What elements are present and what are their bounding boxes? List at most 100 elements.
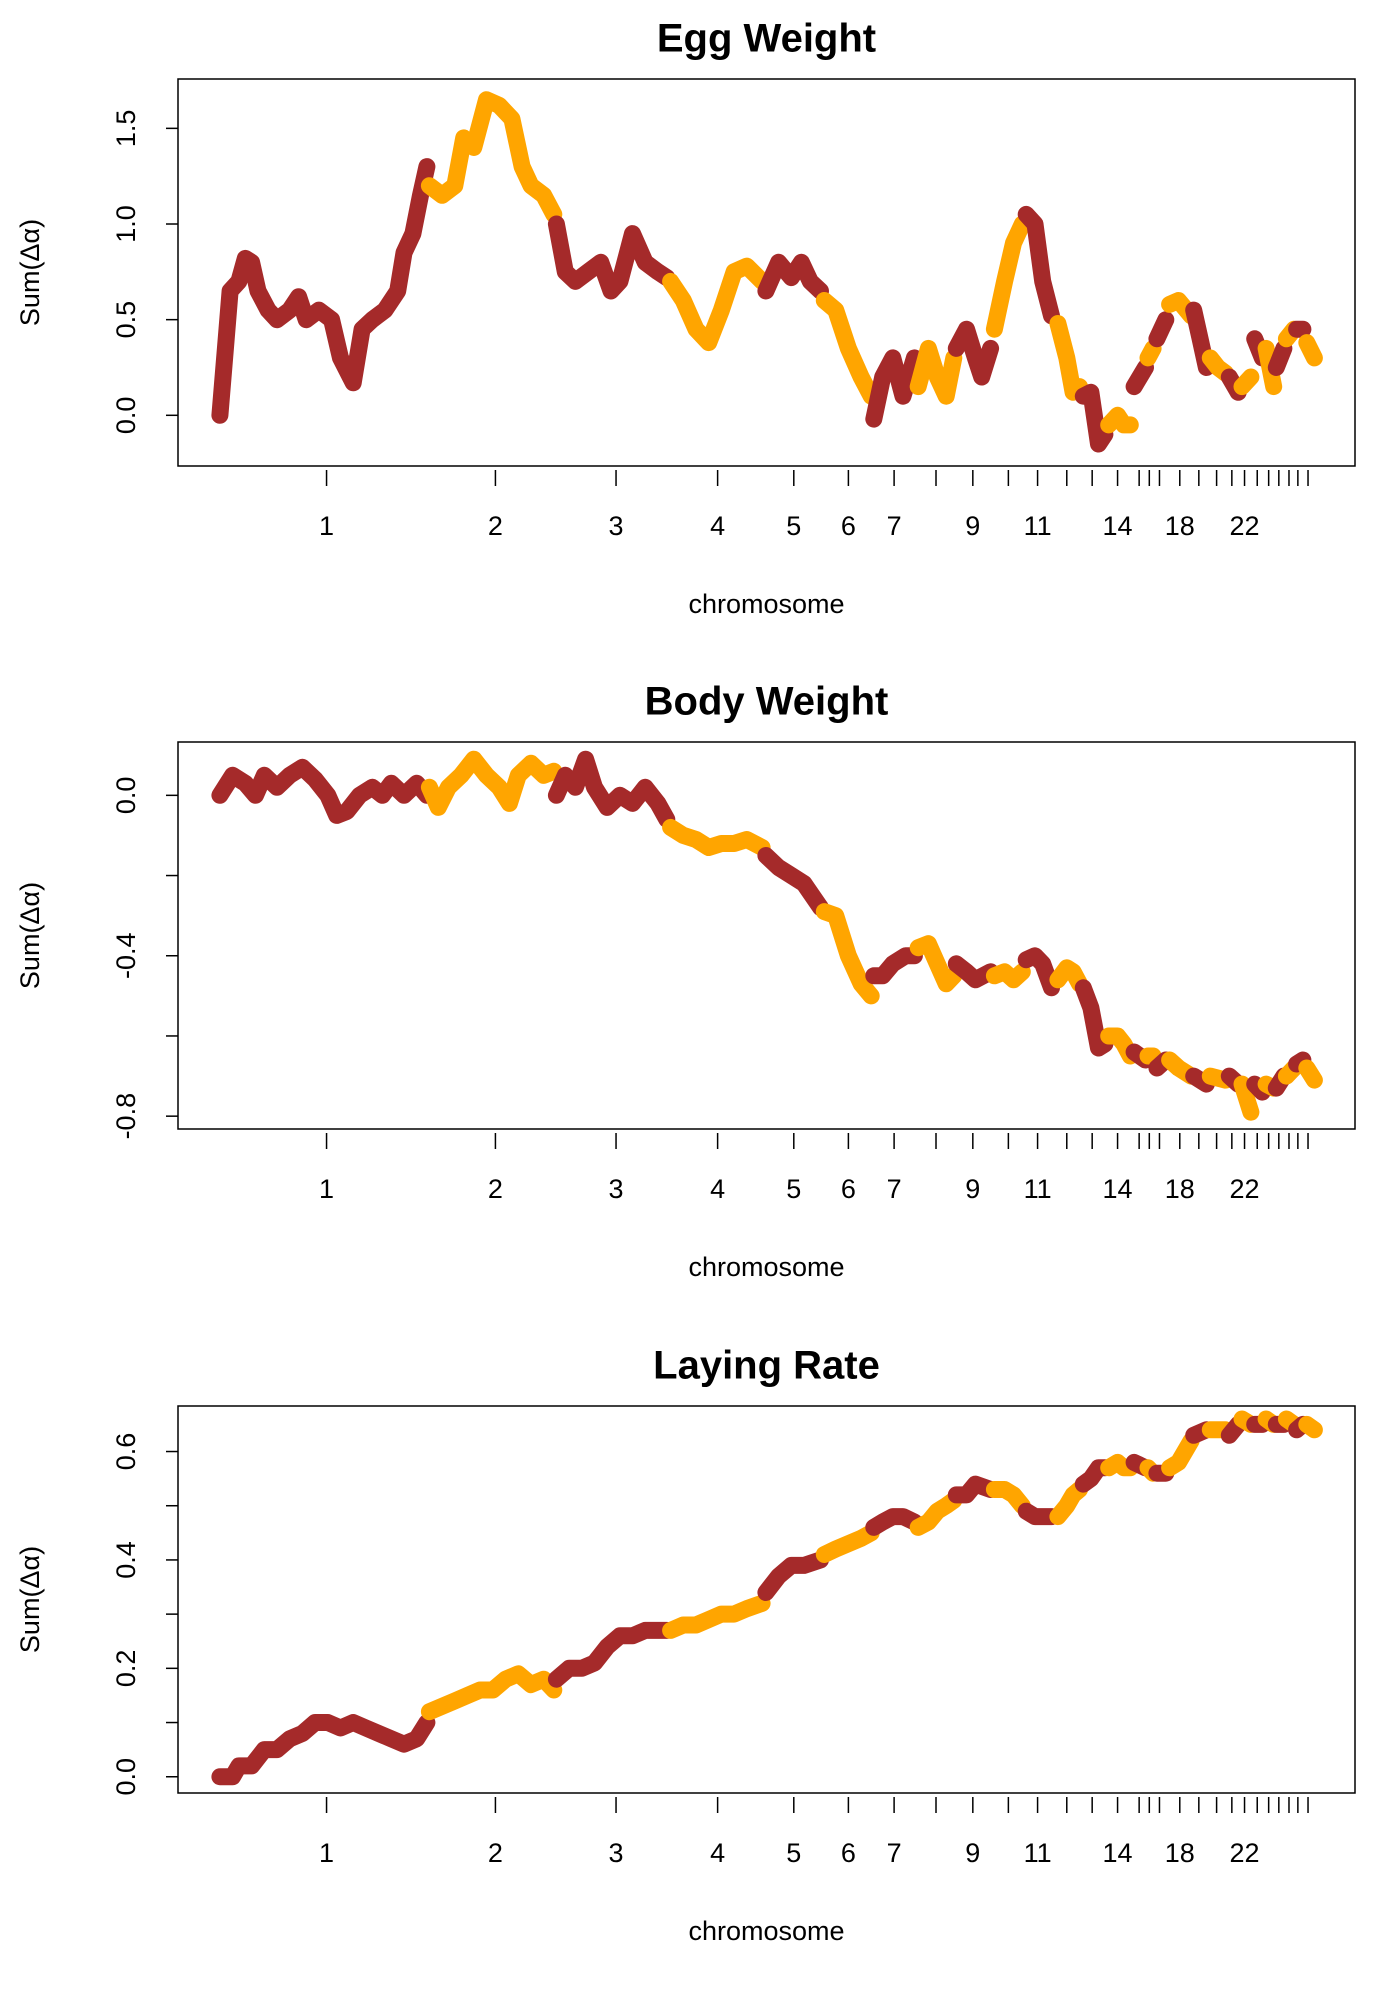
x-tick-label: 22 [1230, 1174, 1260, 1204]
data-line [757, 253, 829, 300]
y-tick-label: 0.2 [111, 1650, 141, 1688]
data-line [1201, 349, 1234, 382]
y-tick-label: 0.0 [111, 397, 141, 435]
data-line [420, 91, 563, 223]
x-tick-label: 18 [1165, 1838, 1195, 1868]
data-line [757, 847, 829, 917]
y-tick-label: 0.0 [111, 777, 141, 815]
y-tick-label: -0.4 [111, 932, 141, 979]
data-line [947, 320, 1000, 386]
x-axis-label: chromosome [688, 589, 844, 619]
data-line [1298, 1415, 1323, 1439]
chart-title: Egg Weight [657, 17, 876, 61]
x-tick-label: 4 [710, 1838, 725, 1868]
x-tick-label: 2 [488, 1174, 503, 1204]
data-line [1049, 959, 1088, 993]
data-line [1233, 1075, 1260, 1121]
data-line [757, 1551, 829, 1601]
data-line [1017, 205, 1060, 325]
data-line [1288, 1051, 1312, 1073]
data-line [1148, 311, 1175, 348]
x-tick-label: 2 [488, 1838, 503, 1868]
data-line [662, 1594, 771, 1639]
data-line [865, 349, 923, 428]
x-tick-label: 14 [1103, 1838, 1133, 1868]
y-tick-label: 1.5 [111, 110, 141, 148]
y-tick-label: 0.5 [111, 301, 141, 339]
x-tick-label: 3 [609, 1174, 624, 1204]
x-tick-label: 11 [1024, 1838, 1052, 1868]
data-line [1074, 979, 1114, 1057]
data-line [985, 963, 1031, 989]
data-line [909, 339, 963, 405]
data-line [909, 1491, 963, 1536]
x-tick-label: 11 [1024, 511, 1052, 541]
x-tick-label: 22 [1230, 511, 1260, 541]
data-line [1233, 368, 1260, 396]
data-line [815, 1524, 880, 1563]
y-tick-label: 1.0 [111, 205, 141, 243]
x-tick-label: 5 [786, 1174, 801, 1204]
x-tick-label: 2 [488, 511, 503, 541]
x-tick-label: 14 [1103, 1174, 1133, 1204]
data-line [815, 903, 880, 1005]
data-line [1017, 1502, 1060, 1526]
data-line [547, 1621, 676, 1688]
data-line [947, 955, 1000, 989]
x-tick-label: 18 [1165, 1174, 1195, 1204]
data-line [1074, 383, 1114, 453]
x-tick-label: 7 [887, 511, 902, 541]
chart-title: Laying Rate [653, 1344, 880, 1388]
data-line [211, 758, 436, 824]
x-tick-label: 3 [609, 1838, 624, 1868]
data-line [1125, 359, 1154, 396]
data-line [662, 818, 771, 856]
data-line [420, 1665, 563, 1721]
data-line [1267, 339, 1293, 376]
x-tick-label: 18 [1165, 511, 1195, 541]
data-line [985, 1481, 1031, 1515]
data-line [211, 1714, 436, 1786]
data-line [1100, 1453, 1139, 1477]
x-axis-label: chromosome [688, 1916, 844, 1946]
x-tick-label: 6 [841, 1838, 856, 1868]
x-tick-label: 11 [1024, 1174, 1052, 1204]
data-line [1049, 315, 1088, 401]
x-tick-label: 1 [319, 1838, 334, 1868]
x-tick-label: 6 [841, 1174, 856, 1204]
data-line [662, 257, 771, 352]
chart-title: Body Weight [645, 680, 889, 724]
y-tick-label: 0.6 [111, 1433, 141, 1471]
x-tick-label: 9 [965, 511, 980, 541]
data-line [947, 1475, 1000, 1504]
data-line [1139, 339, 1162, 367]
data-line [211, 158, 436, 424]
x-tick-label: 1 [319, 1174, 334, 1204]
data-line [985, 215, 1031, 338]
data-line [1100, 406, 1139, 434]
x-tick-label: 9 [965, 1174, 980, 1204]
x-tick-label: 14 [1103, 511, 1133, 541]
y-tick-label: -0.8 [111, 1093, 141, 1140]
x-tick-label: 7 [887, 1838, 902, 1868]
y-tick-label: 0.0 [111, 1758, 141, 1796]
data-line [1298, 1059, 1323, 1089]
x-tick-label: 1 [319, 511, 334, 541]
x-tick-label: 6 [841, 511, 856, 541]
data-line [1298, 334, 1323, 367]
x-tick-label: 7 [887, 1174, 902, 1204]
data-line [420, 750, 563, 816]
x-tick-label: 5 [786, 1838, 801, 1868]
data-line [1161, 1432, 1200, 1477]
data-line [547, 215, 676, 300]
x-tick-label: 4 [710, 511, 725, 541]
plot-box [177, 78, 1356, 467]
plot-box [177, 1405, 1356, 1794]
x-tick-label: 5 [786, 511, 801, 541]
data-line [865, 947, 923, 985]
data-line [815, 292, 880, 405]
x-tick-label: 3 [609, 511, 624, 541]
y-tick-label: 0.4 [111, 1541, 141, 1579]
x-axis-label: chromosome [688, 1252, 844, 1282]
